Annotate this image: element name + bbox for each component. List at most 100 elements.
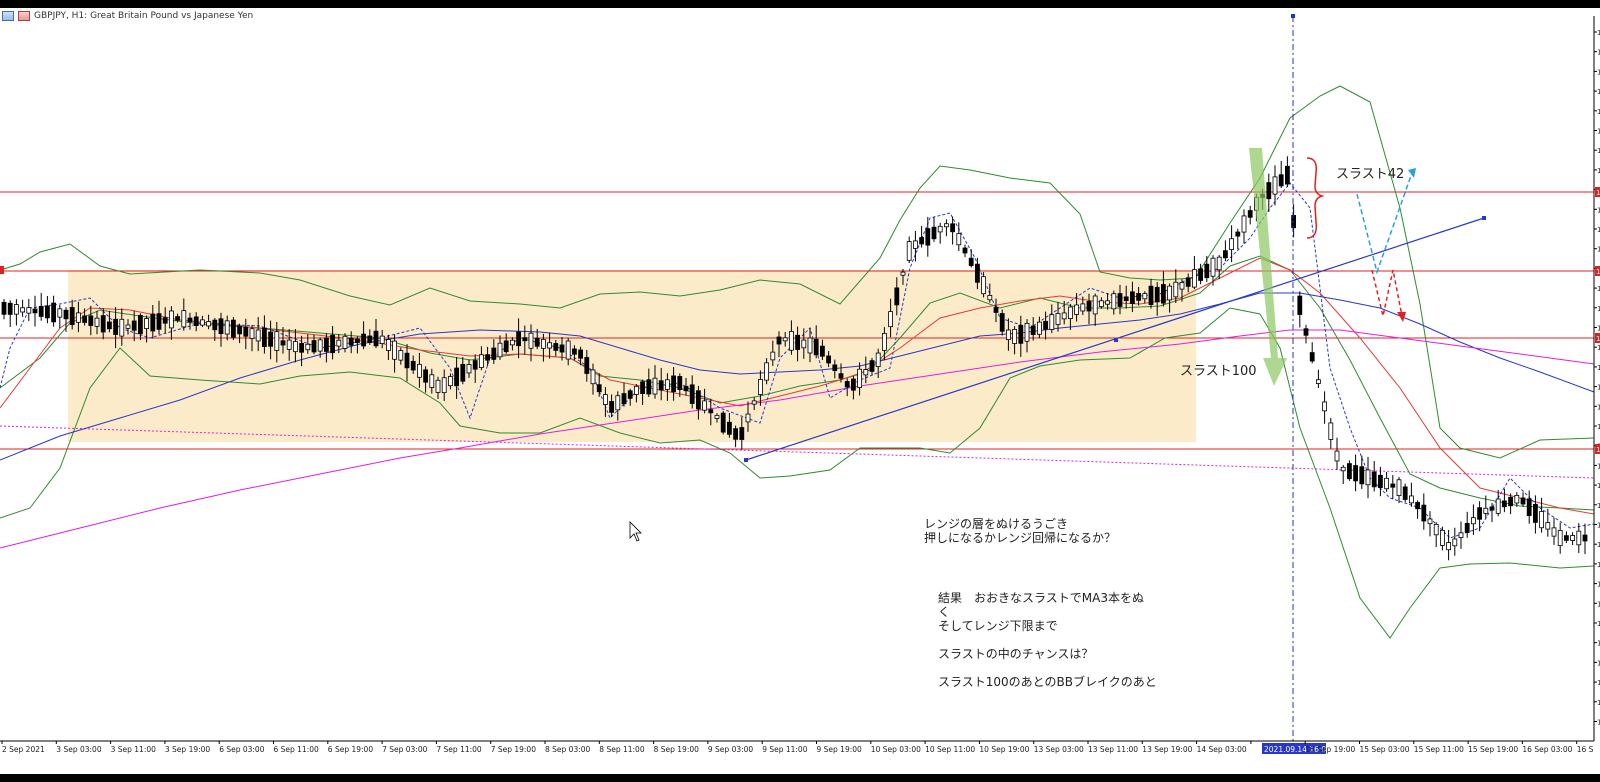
candle xyxy=(187,312,193,330)
candle-body xyxy=(720,412,726,433)
candle-body xyxy=(1471,517,1476,525)
candle-body xyxy=(838,373,844,379)
candle xyxy=(590,363,596,395)
candle-body xyxy=(218,318,224,335)
candle-body xyxy=(1216,256,1222,271)
drawings xyxy=(629,14,1486,741)
candle xyxy=(454,357,460,399)
candle-body xyxy=(813,338,819,356)
candle-body xyxy=(621,393,627,405)
candle-body xyxy=(1068,306,1073,319)
candle-body xyxy=(696,390,701,410)
candle-body xyxy=(491,347,497,360)
candle-body xyxy=(20,307,26,313)
candle-body xyxy=(584,357,590,374)
candle xyxy=(305,334,311,354)
candle xyxy=(1378,466,1383,497)
candle-body xyxy=(447,376,453,387)
note-range-breakout-2: 押しになるかレンジ回帰になるか？ xyxy=(924,531,1117,545)
price-axis-label: 1 xyxy=(1597,29,1600,37)
candle-body xyxy=(1520,497,1526,505)
candle xyxy=(1365,456,1371,499)
candle xyxy=(795,326,800,362)
thrust100-label: スラスト100 xyxy=(1180,364,1257,379)
candle xyxy=(1452,527,1458,556)
candle-body xyxy=(1198,268,1203,281)
scenario-up-path xyxy=(1356,172,1413,275)
candle xyxy=(1477,501,1482,532)
candle-body xyxy=(187,317,193,323)
candle xyxy=(1037,316,1042,339)
candle-body xyxy=(63,309,69,320)
candle xyxy=(1520,492,1526,507)
chart-window[interactable]: 2 Sep 2021 3 Sep 03:00 3 Sep 11:00 3 Sep 19… xyxy=(0,8,1600,774)
candle xyxy=(1415,500,1420,519)
candle xyxy=(354,336,360,354)
candle-body xyxy=(888,311,893,328)
candle-body xyxy=(572,348,577,355)
candle xyxy=(144,315,150,343)
candle xyxy=(708,398,714,426)
candle xyxy=(1148,278,1154,309)
candle-body xyxy=(801,339,807,349)
candle xyxy=(1185,273,1191,293)
candle-body xyxy=(280,340,286,346)
chart-grid-icon[interactable] xyxy=(2,11,14,21)
candle xyxy=(1068,303,1073,330)
candle xyxy=(1340,464,1346,485)
candle-body xyxy=(330,334,336,354)
candle-body xyxy=(559,344,565,353)
candle xyxy=(1285,156,1290,187)
candle-body xyxy=(658,380,664,391)
candle-body xyxy=(1396,479,1402,496)
vline-anchor xyxy=(1291,14,1295,18)
candle-body xyxy=(937,225,943,233)
candle xyxy=(1179,279,1185,302)
candle-body xyxy=(1539,511,1544,529)
candle-body xyxy=(243,326,249,337)
candle xyxy=(863,356,869,384)
candle xyxy=(373,318,379,349)
candle-body xyxy=(634,385,639,395)
candle xyxy=(193,312,199,332)
chart-toggle-icon[interactable] xyxy=(18,11,30,21)
candle-body xyxy=(1322,401,1327,412)
candle-body xyxy=(770,351,776,361)
candle xyxy=(565,337,571,366)
price-level-marker xyxy=(1595,333,1600,343)
price-axis-label: 1 xyxy=(1597,482,1600,490)
candle xyxy=(1161,271,1166,307)
candle-body xyxy=(88,315,94,326)
price-chart[interactable]: 2 Sep 2021 3 Sep 03:00 3 Sep 11:00 3 Sep 19… xyxy=(0,8,1600,774)
candle-body xyxy=(379,335,385,344)
bollinger-lower xyxy=(0,307,1595,639)
candle-body xyxy=(1086,301,1092,312)
candle xyxy=(460,357,466,385)
candle xyxy=(1309,342,1315,364)
candle xyxy=(113,306,118,349)
candle xyxy=(1421,493,1427,530)
thrust-arrow xyxy=(1249,148,1287,386)
time-axis-label: 14 Sep 03:00 xyxy=(1197,745,1247,754)
candle xyxy=(733,425,738,448)
candle xyxy=(466,359,472,378)
candle-body xyxy=(516,331,521,347)
time-axis-label: 8 Sep 03:00 xyxy=(545,745,591,754)
candle-body xyxy=(1235,231,1241,237)
candle-body xyxy=(503,340,509,353)
price-axis-label: 1 xyxy=(1597,699,1600,707)
candle-body xyxy=(820,345,825,357)
candle-body xyxy=(206,321,212,327)
candle-body xyxy=(162,317,168,324)
thrust42-label: スラスト42 xyxy=(1336,167,1405,182)
candle-body xyxy=(931,226,937,240)
candle-body xyxy=(956,233,962,246)
candle-body xyxy=(863,369,869,376)
candle-body xyxy=(1291,215,1296,229)
candle xyxy=(392,334,398,373)
candle xyxy=(627,388,633,406)
candle-body xyxy=(410,360,416,371)
candle xyxy=(20,299,26,317)
candle xyxy=(975,257,980,290)
candle xyxy=(1570,532,1575,545)
